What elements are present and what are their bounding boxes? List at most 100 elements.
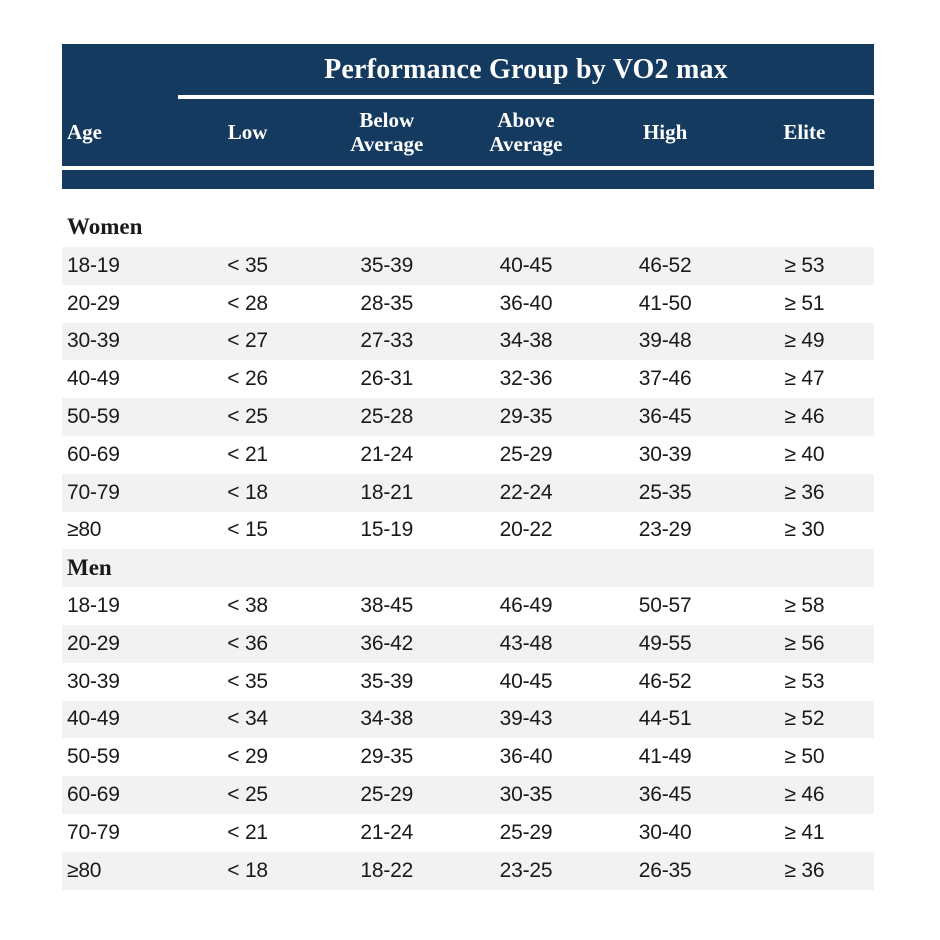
table-row: 40-49 < 34 34-38 39-43 44-51 ≥ 52 (62, 700, 874, 739)
header-separator (62, 166, 874, 170)
cell: 29-35 (360, 745, 414, 769)
column-header-below-average: Below Average (350, 107, 424, 156)
row-age-label: 50-59 (67, 745, 120, 769)
column-header-low: Low (227, 119, 268, 144)
cell: 23-29 (638, 518, 692, 542)
cell: 34-38 (499, 329, 553, 353)
title-spacer (62, 44, 178, 99)
cell: 21-24 (360, 820, 414, 844)
table-row: 20-29 < 28 28-35 36-40 41-50 ≥ 51 (62, 285, 874, 323)
cell: 36-42 (360, 631, 414, 655)
cell: < 35 (227, 253, 268, 277)
table-row: 30-39 < 27 27-33 34-38 39-48 ≥ 49 (62, 322, 874, 361)
cell: < 15 (227, 518, 268, 542)
cell: 27-33 (360, 329, 414, 353)
row-age-label: 18-19 (67, 594, 120, 618)
vo2max-table: Performance Group by VO2 max Age Low Bel… (62, 44, 874, 890)
cell: 20-22 (499, 518, 553, 542)
cell: < 38 (227, 594, 268, 618)
cell: 18-21 (360, 480, 414, 504)
table-header: Performance Group by VO2 max Age Low Bel… (62, 44, 874, 166)
cell: ≥ 40 (784, 442, 825, 466)
cell: 39-48 (638, 329, 692, 353)
cell: 36-40 (499, 291, 553, 315)
table-row: 70-79 < 18 18-21 22-24 25-35 ≥ 36 (62, 473, 874, 512)
cell: ≥ 46 (784, 783, 825, 807)
row-age-label: 40-49 (67, 367, 120, 391)
cell: < 27 (227, 329, 268, 353)
row-age-label: 18-19 (67, 253, 120, 277)
cell: 39-43 (499, 707, 553, 731)
cell: 34-38 (360, 707, 414, 731)
cell: 36-40 (499, 745, 553, 769)
column-header-above-average: Above Average (489, 107, 563, 156)
cell: ≥ 36 (784, 480, 825, 504)
table-row: 50-59 < 29 29-35 36-40 41-49 ≥ 50 (62, 738, 874, 776)
cell: 32-36 (499, 367, 553, 391)
cell: ≥ 52 (784, 707, 825, 731)
row-age-label: 70-79 (67, 820, 120, 844)
cell: ≥ 50 (784, 745, 825, 769)
row-age-label: 70-79 (67, 480, 120, 504)
cell: 25-35 (638, 480, 692, 504)
cell: < 21 (227, 442, 268, 466)
cell: 46-52 (638, 253, 692, 277)
cell: 40-45 (499, 253, 553, 277)
cell: 41-50 (638, 291, 692, 315)
cell: 36-45 (638, 783, 692, 807)
cell: 43-48 (499, 631, 553, 655)
cell: 25-28 (360, 405, 414, 429)
cell: 29-35 (499, 405, 553, 429)
row-age-label: 30-39 (67, 329, 120, 353)
cell: 44-51 (638, 707, 692, 731)
cell: 35-39 (360, 669, 414, 693)
row-age-label: 50-59 (67, 405, 120, 429)
cell: 35-39 (360, 253, 414, 277)
column-header-high: High (642, 119, 688, 144)
row-age-label: 60-69 (67, 442, 120, 466)
header-band (62, 170, 874, 189)
cell: 18-22 (360, 858, 414, 882)
cell: ≥ 41 (784, 820, 825, 844)
cell: < 25 (227, 783, 268, 807)
cell: ≥ 30 (784, 518, 825, 542)
table-row: 60-69 < 21 21-24 25-29 30-39 ≥ 40 (62, 436, 874, 474)
cell: 26-35 (638, 858, 692, 882)
cell: ≥ 58 (784, 594, 825, 618)
section-row-men: Men (62, 549, 874, 588)
table-row: 30-39 < 35 35-39 40-45 46-52 ≥ 53 (62, 663, 874, 701)
section-label: Women (67, 214, 143, 239)
cell: 30-39 (638, 442, 692, 466)
cell: 46-52 (638, 669, 692, 693)
cell: 41-49 (638, 745, 692, 769)
row-age-label: 60-69 (67, 783, 120, 807)
section-row-women: Women (62, 207, 874, 247)
cell: < 36 (227, 631, 268, 655)
cell: 40-45 (499, 669, 553, 693)
cell: 26-31 (360, 367, 414, 391)
section-label: Men (67, 555, 112, 581)
table-row: 60-69 < 25 25-29 30-35 36-45 ≥ 46 (62, 776, 874, 814)
cell: 22-24 (499, 480, 553, 504)
cell: < 29 (227, 745, 268, 769)
cell: ≥ 56 (784, 631, 825, 655)
cell: ≥ 36 (784, 858, 825, 882)
cell: 23-25 (499, 858, 553, 882)
cell: ≥ 49 (784, 329, 825, 353)
cell: 36-45 (638, 405, 692, 429)
cell: < 25 (227, 405, 268, 429)
column-header-row: Age Low Below Average Above Average High… (62, 99, 874, 166)
cell: 46-49 (499, 594, 553, 618)
row-age-label: 20-29 (67, 631, 120, 655)
table-row: 18-19 < 38 38-45 46-49 50-57 ≥ 58 (62, 587, 874, 625)
cell: < 28 (227, 291, 268, 315)
cell: < 21 (227, 820, 268, 844)
row-age-label: 30-39 (67, 669, 120, 693)
cell: 25-29 (360, 783, 414, 807)
cell: 49-55 (638, 631, 692, 655)
cell: 25-29 (499, 820, 553, 844)
cell: 30-35 (499, 783, 553, 807)
cell: ≥ 53 (784, 253, 825, 277)
cell: < 34 (227, 707, 268, 731)
column-header-elite: Elite (783, 119, 826, 144)
